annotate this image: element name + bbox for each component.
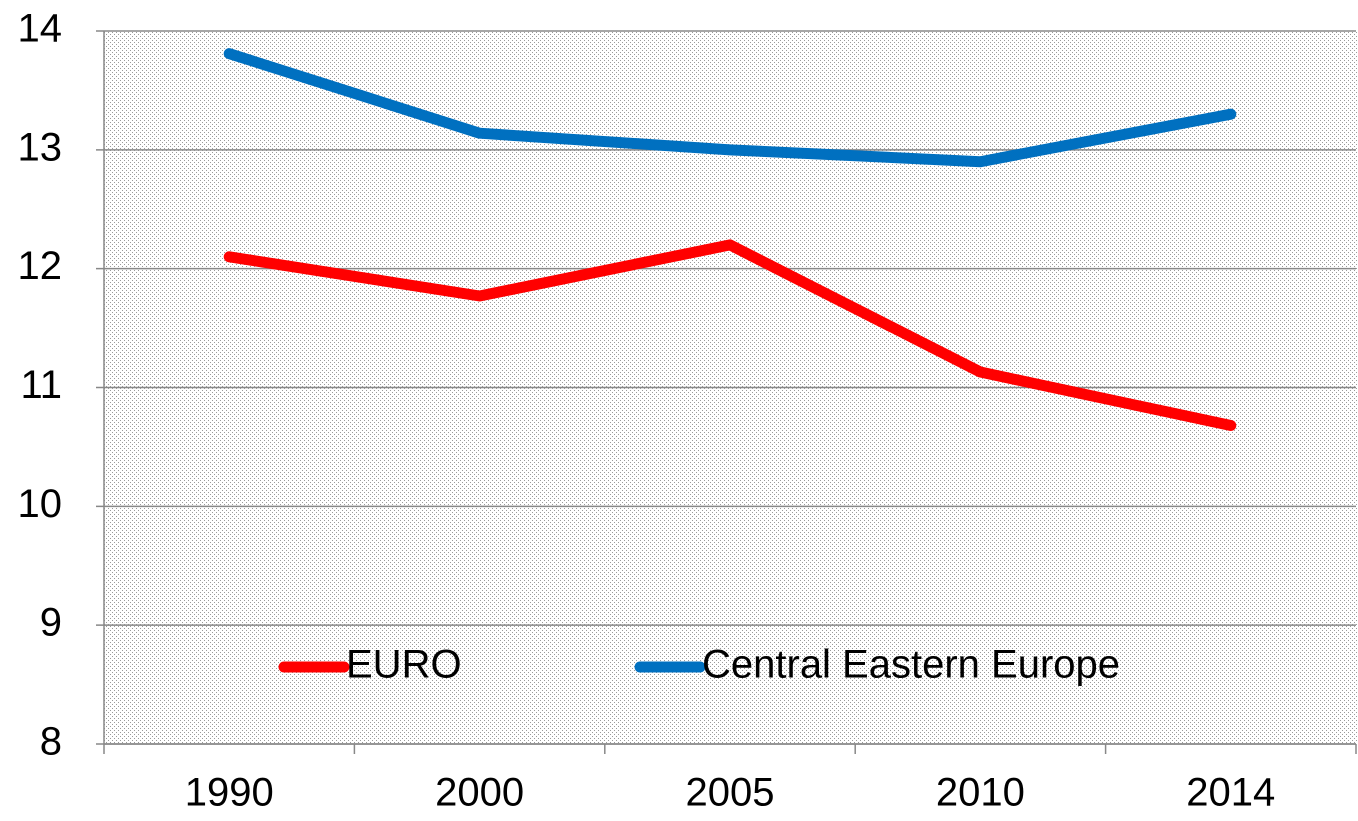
y-tick-label: 9: [40, 601, 62, 645]
y-tick-label: 11: [20, 363, 62, 407]
y-tick-label: 14: [18, 7, 63, 51]
line-series: [223, 48, 1237, 168]
y-tick-label: 13: [18, 125, 63, 169]
y-tick-label: 12: [18, 244, 63, 288]
y-tick-label: 10: [18, 482, 63, 526]
x-tick-label: 2010: [936, 771, 1025, 815]
x-tick-label: 1990: [185, 771, 274, 815]
x-tick-label: 2005: [686, 771, 775, 815]
legend-label: EURO: [346, 643, 462, 687]
legend-label: Central Eastern Europe: [702, 643, 1120, 687]
x-tick-label: 2000: [435, 771, 524, 815]
x-tick-label: 2014: [1186, 771, 1275, 815]
line-series: [223, 239, 1237, 432]
y-tick-label: 8: [40, 720, 62, 764]
